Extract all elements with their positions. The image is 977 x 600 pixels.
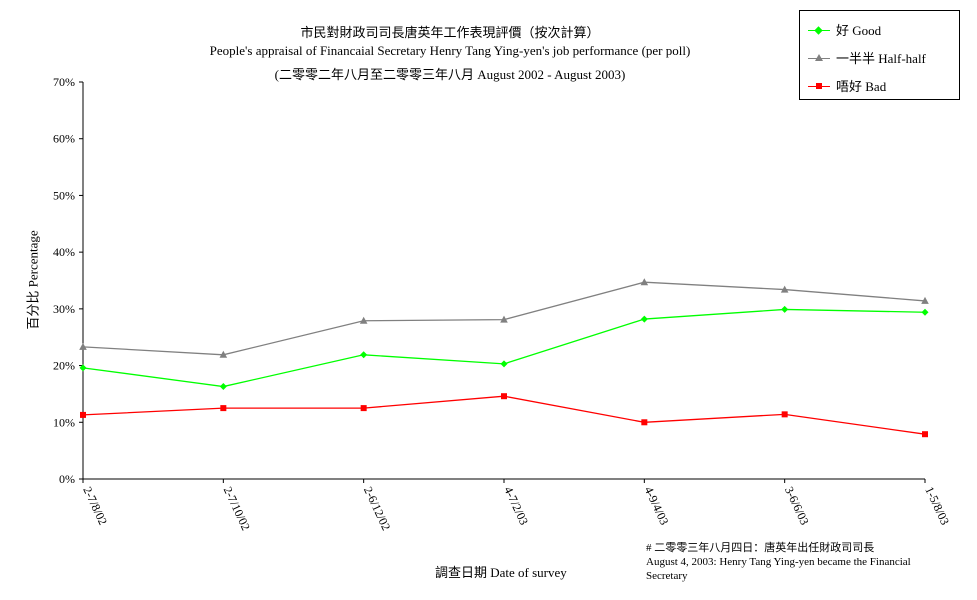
data-point: [922, 431, 928, 438]
data-point: [500, 315, 508, 323]
chart-axes: [82, 82, 925, 480]
chart-footnote: # 二零零三年八月四日：唐英年出任財政司司長 August 4, 2003: H…: [646, 541, 946, 583]
x-tick-label: 2-7/8/02: [80, 484, 110, 527]
x-tick-label: 4-7/2/03: [501, 484, 531, 527]
series-1: [79, 278, 929, 358]
x-tick-label: 2-7/10/02: [221, 484, 253, 532]
data-point: [219, 350, 228, 358]
x-axis-label: 調查日期 Date of survey: [435, 565, 567, 580]
data-point: [79, 342, 87, 350]
y-tick-label: 0%: [59, 472, 75, 486]
y-axis-ticks: 0% 10% 20% 30% 40% 50% 60% 70%: [53, 75, 83, 486]
chart-subtitle: People's appraisal of Financaial Secreta…: [209, 43, 691, 58]
y-tick-label: 50%: [53, 188, 75, 202]
data-point: [219, 383, 227, 391]
data-point: [501, 393, 507, 400]
x-tick-label: 3-6/6/03: [782, 484, 812, 527]
series-0: [79, 305, 929, 391]
data-point: [360, 405, 367, 412]
square-marker-icon: [816, 83, 822, 89]
x-axis-ticks: 2-7/8/02 2-7/10/02 2-6/12/02 4-7/2/03 4-9/4/…: [80, 479, 952, 533]
chart-series: [79, 278, 929, 438]
chart-legend: 好 Good 一半半 Half-half 唔好 Bad: [799, 10, 960, 100]
series-line: [82, 395, 926, 435]
data-point: [781, 411, 788, 418]
x-tick-label: 2-6/12/02: [361, 484, 393, 532]
data-point: [781, 305, 789, 313]
legend-label-half-half: 一半半 Half-half: [836, 51, 926, 66]
y-tick-label: 70%: [53, 75, 75, 89]
data-point: [500, 360, 508, 368]
data-point: [640, 315, 648, 323]
data-point: [80, 411, 86, 418]
chart-title: 市民對財政司司長唐英年工作表現評價（按次計算）: [300, 25, 600, 40]
x-tick-label: 1-5/8/03: [922, 484, 952, 527]
chart-date-range: (二零零二年八月至二零零三年八月 August 2002 - August 20…: [274, 67, 626, 82]
data-point: [921, 296, 929, 304]
footnote-line-english: August 4, 2003: Henry Tang Ying-yen beca…: [646, 556, 911, 582]
footnote-line-chinese: # 二零零三年八月四日：唐英年出任財政司司長: [646, 542, 875, 554]
series-2: [80, 393, 928, 438]
legend-label-bad: 唔好 Bad: [836, 79, 887, 94]
y-tick-label: 30%: [53, 302, 75, 316]
triangle-marker-icon: [815, 54, 823, 61]
y-tick-label: 10%: [53, 415, 75, 429]
data-point: [359, 316, 368, 324]
y-axis-label: 百分比 Percentage: [25, 230, 41, 330]
x-tick-label: 4-9/4/03: [642, 484, 672, 527]
diamond-marker-icon: [814, 26, 823, 35]
y-tick-label: 60%: [53, 132, 75, 146]
data-point: [921, 308, 929, 316]
legend-label-good: 好 Good: [836, 23, 882, 38]
data-point: [780, 285, 789, 293]
data-point: [220, 405, 227, 412]
y-tick-label: 40%: [53, 245, 75, 259]
data-point: [640, 278, 649, 286]
data-point: [360, 351, 368, 359]
data-point: [641, 419, 648, 426]
y-tick-label: 20%: [53, 359, 75, 373]
data-point: [79, 364, 87, 372]
